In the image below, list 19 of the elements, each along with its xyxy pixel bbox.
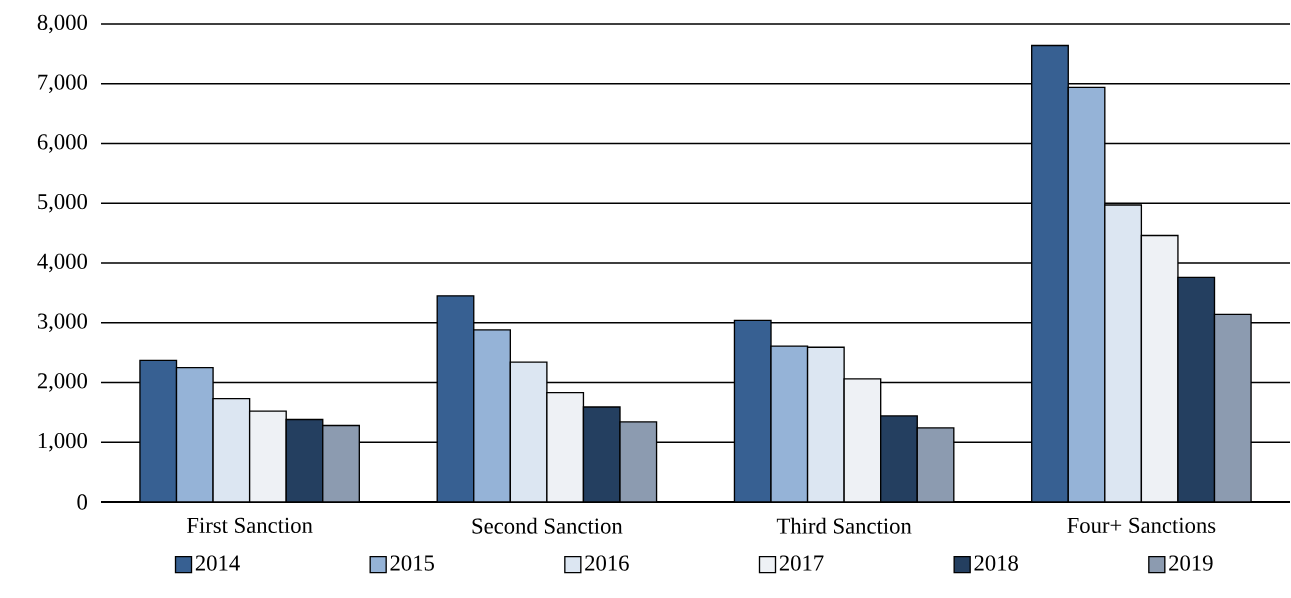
y-tick-label: 7,000 — [38, 74, 87, 94]
y-tick-label: 4,000 — [37, 253, 87, 273]
y-tick-label: 8,000 — [37, 14, 87, 34]
legend-label: 2017 — [779, 555, 824, 571]
y-tick-label: 2,000 — [37, 373, 87, 392]
x-tick-label: Third Sanction — [776, 517, 912, 534]
y-tick-label: 6,000 — [37, 134, 87, 153]
legend-label: 2014 — [195, 555, 240, 571]
legend-label: 2016 — [585, 555, 629, 571]
legend-label: 2019 — [1169, 555, 1213, 571]
x-tick-label: Four+ Sanctions — [1067, 517, 1216, 534]
y-tick-label: 5,000 — [38, 193, 87, 213]
legend-label: 2018 — [974, 555, 1018, 571]
x-tick-label: First Sanction — [187, 517, 313, 534]
y-tick-label: 3,000 — [37, 313, 87, 333]
y-tick-label: 0 — [77, 494, 87, 510]
x-tick-label: Second Sanction — [472, 517, 623, 534]
legend-label: 2015 — [390, 555, 434, 571]
y-tick-label: 1,000 — [38, 432, 87, 452]
